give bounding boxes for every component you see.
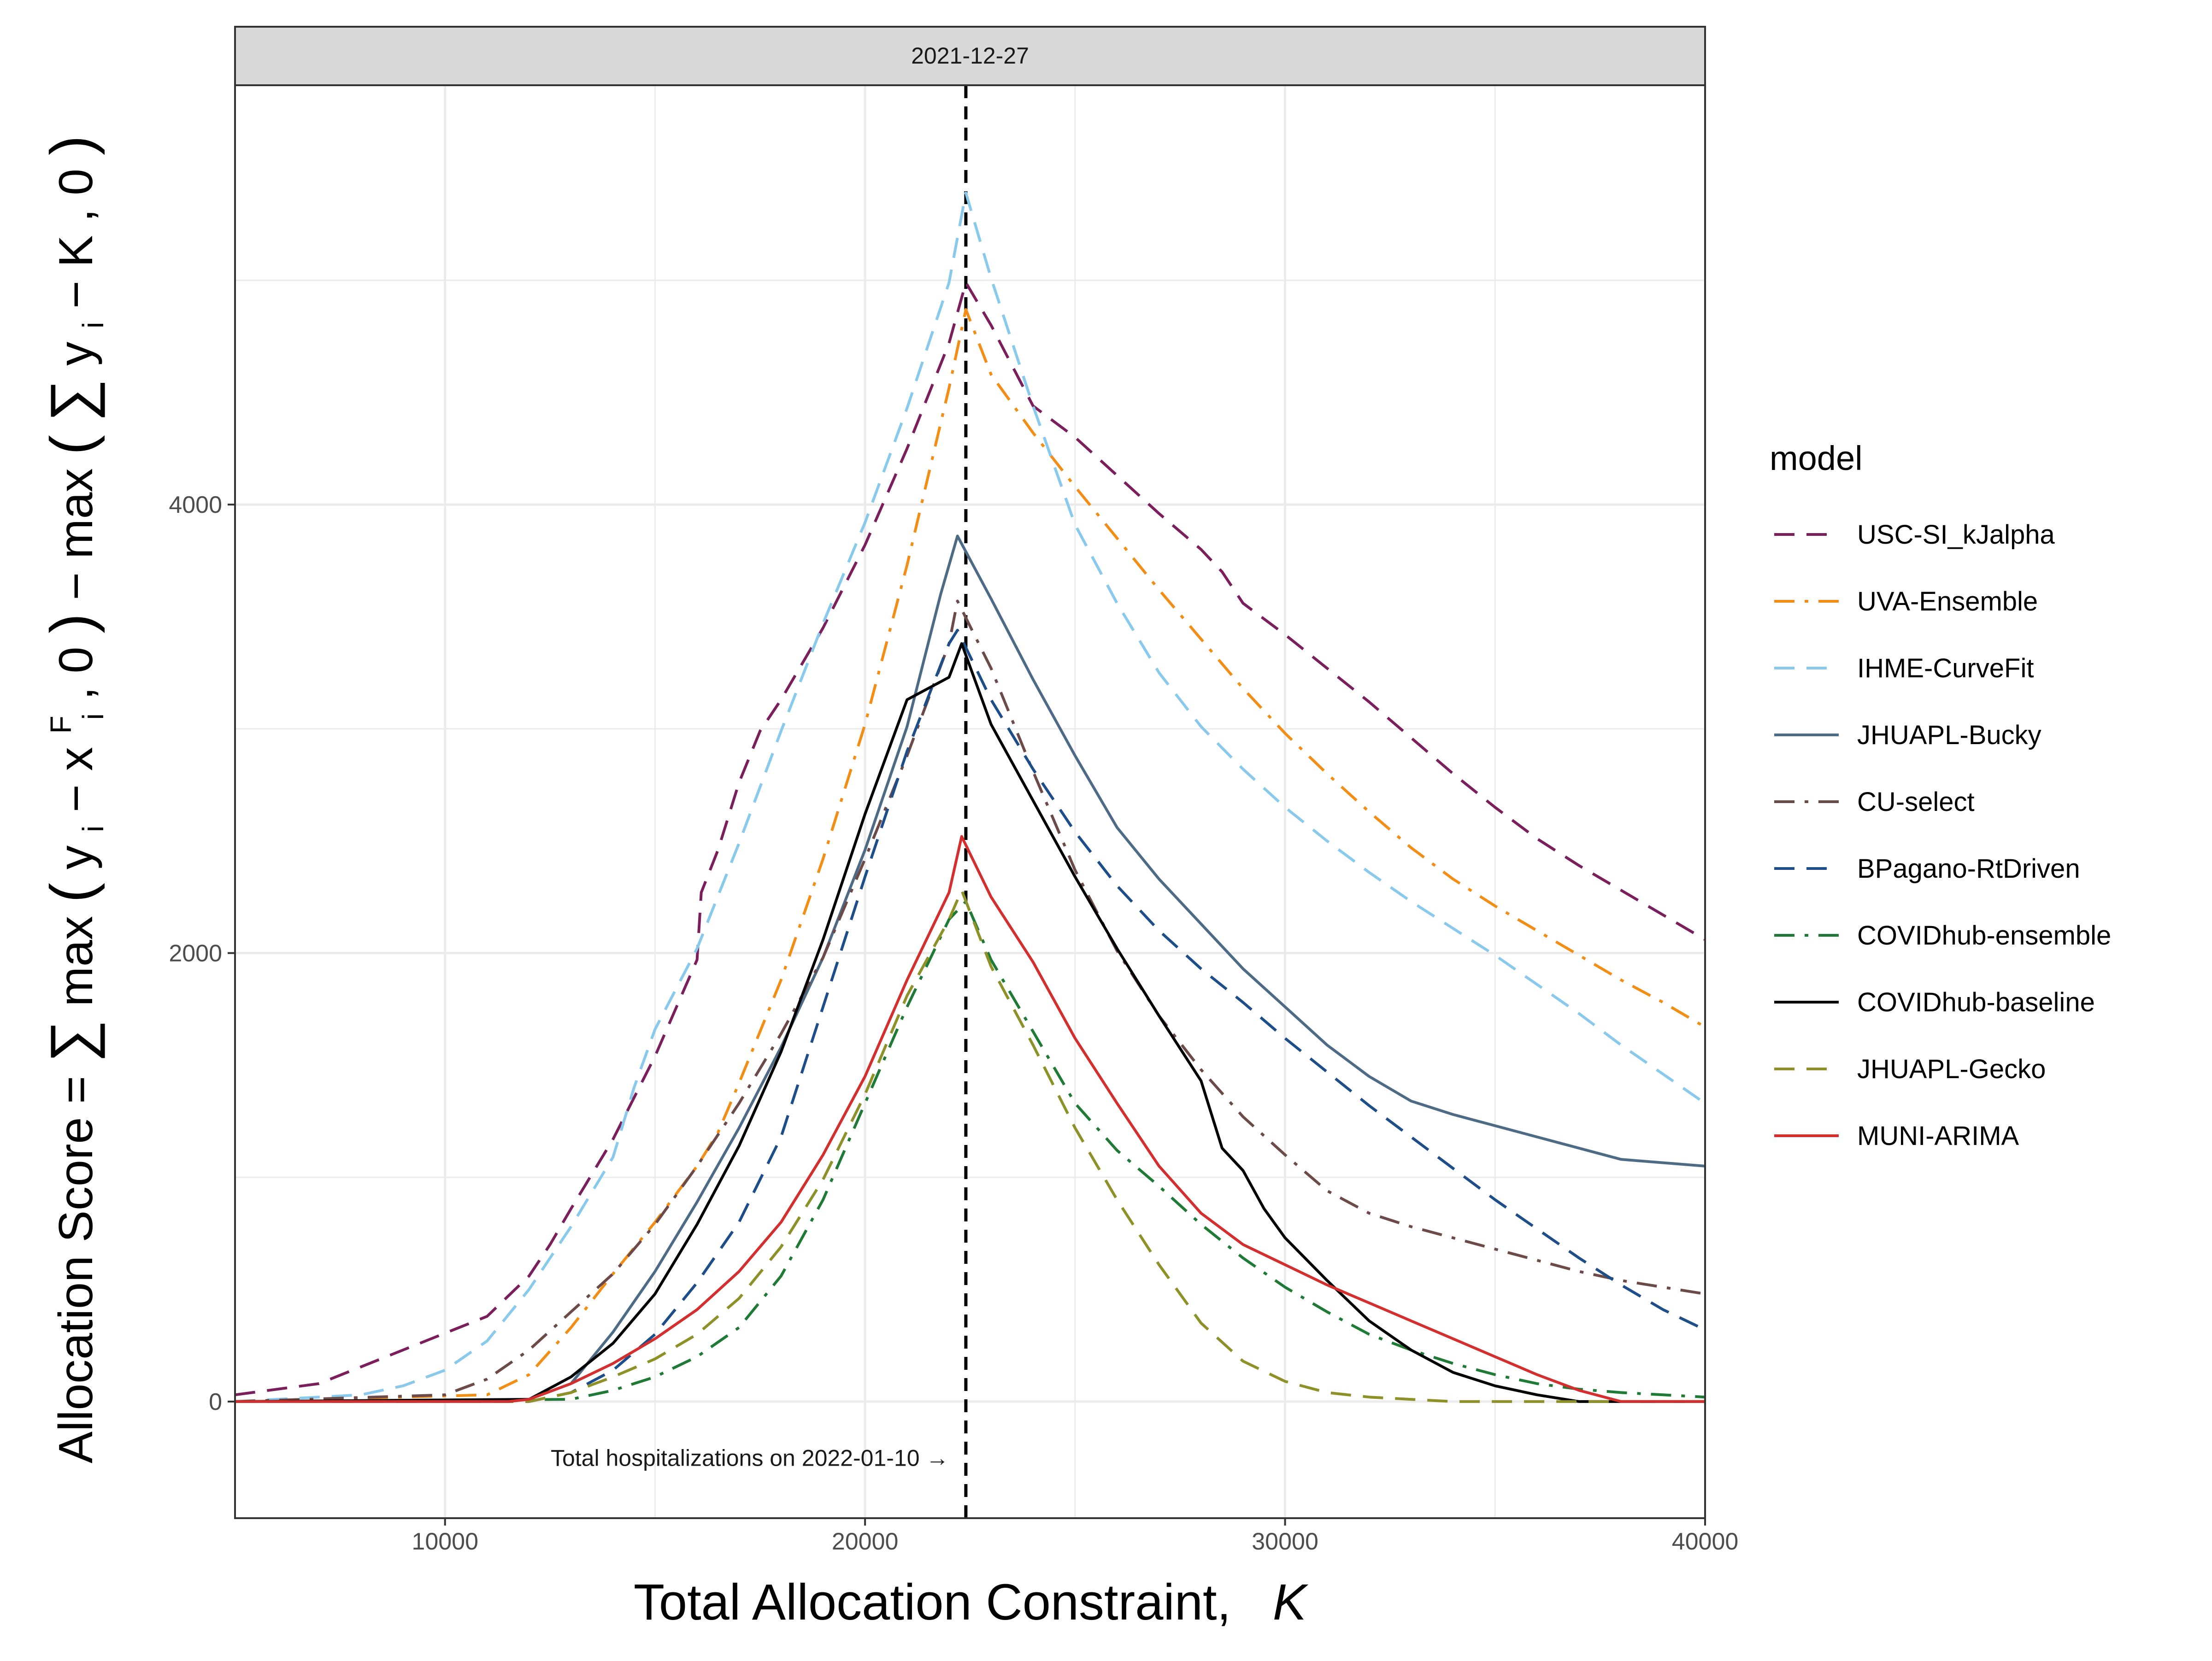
legend: model USC-SI_kJalpha UVA-Ensemble IHME-Cur… <box>1770 439 2111 1151</box>
y-title-minus-3: − <box>49 267 103 309</box>
y-title-sum-2: ∑ <box>38 379 105 422</box>
y-title-F: F <box>44 716 77 734</box>
y-axis: 0 2000 4000 <box>169 492 235 1415</box>
y-title-lhs: Allocation Score = <box>49 1062 103 1463</box>
series-line-CU-select <box>235 599 1706 1403</box>
series-layer <box>235 191 1706 1403</box>
y-title-minus-2: − <box>49 559 103 600</box>
x-tick-label: 40000 <box>1672 1528 1739 1555</box>
series-line-IHME-CurveFit <box>235 191 1706 1403</box>
y-title-i-3: i <box>76 322 110 329</box>
y-title-y-1: y <box>49 845 103 869</box>
y-title-minus-1: − <box>49 771 103 812</box>
y-title-max-1: max <box>49 916 103 1006</box>
y-title-comma-2: , <box>49 195 103 222</box>
legend-title: model <box>1770 439 1863 477</box>
y-title-zero-1: 0 <box>49 647 103 674</box>
y-title-close-1: ) <box>38 613 105 633</box>
y-axis-title: Allocation Score = ∑ max ( y i − x F i ,… <box>28 135 114 1463</box>
plot-panel-background <box>235 85 1705 1518</box>
y-title-zero-2: 0 <box>49 169 103 195</box>
y-title-sum-1: ∑ <box>38 1020 105 1062</box>
facet-label: 2021-12-27 <box>911 43 1029 69</box>
y-title-x: x <box>49 747 103 771</box>
series-line-USC-SI_kJalpha <box>235 281 1706 1397</box>
legend-label: BPagano-RtDriven <box>1857 854 2080 884</box>
x-axis-title: Total Allocation Constraint, K <box>634 1574 1309 1631</box>
x-axis-title-variable: K <box>1273 1574 1309 1631</box>
x-tick-label: 30000 <box>1252 1528 1318 1555</box>
grid-layer <box>234 85 1706 1518</box>
legend-label: CU-select <box>1857 787 1975 817</box>
series-line-UVA-Ensemble <box>235 308 1706 1403</box>
legend-label: COVIDhub-ensemble <box>1857 921 2111 951</box>
x-axis: 10000 20000 30000 40000 <box>412 1518 1738 1555</box>
y-tick-label: 4000 <box>169 492 222 518</box>
x-tick-label: 10000 <box>412 1528 478 1555</box>
series-line-JHUAPL-Bucky <box>235 534 1706 1403</box>
y-title-max-2: max <box>49 468 103 558</box>
y-tick-label: 0 <box>209 1389 222 1415</box>
legend-label: COVIDhub-baseline <box>1857 987 2095 1017</box>
y-title-y-2: y <box>49 342 103 366</box>
y-title-i-2: i <box>76 713 110 720</box>
series-line-MUNI-ARIMA <box>235 835 1705 1403</box>
legend-label: IHME-CurveFit <box>1857 653 2034 683</box>
x-axis-title-text: Total Allocation Constraint, <box>634 1574 1231 1631</box>
y-title-comma-1: , <box>49 673 103 700</box>
y-title-close-2: ) <box>38 135 105 155</box>
legend-items: USC-SI_kJalpha UVA-Ensemble IHME-CurveFit J… <box>1774 520 2111 1151</box>
y-title-open-1: ( <box>38 883 105 903</box>
legend-label: UVA-Ensemble <box>1857 587 2038 616</box>
y-title-open-2: ( <box>38 435 105 455</box>
legend-label: JHUAPL-Gecko <box>1857 1054 2046 1084</box>
legend-label: USC-SI_kJalpha <box>1857 520 2055 550</box>
y-title-K: K <box>49 235 103 267</box>
y-tick-label: 2000 <box>169 940 222 967</box>
facet-strip <box>234 26 1706 86</box>
y-title-i-1: i <box>76 826 110 832</box>
series-line-COVIDhub-baseline <box>235 642 1705 1403</box>
legend-label: MUNI-ARIMA <box>1857 1121 2019 1151</box>
annotation-text: Total hospitalizations on 2022-01-10 → <box>551 1445 949 1471</box>
x-tick-label: 20000 <box>832 1528 899 1555</box>
legend-label: JHUAPL-Bucky <box>1857 720 2041 750</box>
series-line-BPagano-RtDriven <box>235 628 1706 1403</box>
series-line-JHUAPL-Gecko <box>235 889 1705 1403</box>
